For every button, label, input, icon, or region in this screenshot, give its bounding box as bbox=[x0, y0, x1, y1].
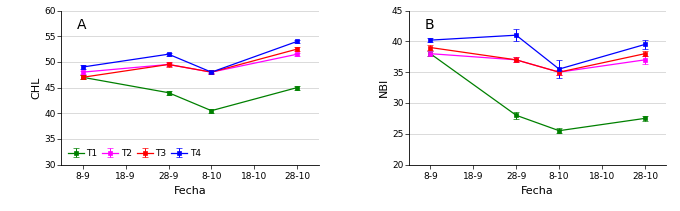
Y-axis label: NBI: NBI bbox=[379, 78, 389, 97]
X-axis label: Fecha: Fecha bbox=[522, 186, 554, 196]
Y-axis label: CHL: CHL bbox=[31, 76, 41, 99]
Text: B: B bbox=[424, 18, 434, 32]
Text: A: A bbox=[77, 18, 86, 32]
X-axis label: Fecha: Fecha bbox=[173, 186, 206, 196]
Legend: T1, T2, T3, T4: T1, T2, T3, T4 bbox=[66, 147, 203, 160]
